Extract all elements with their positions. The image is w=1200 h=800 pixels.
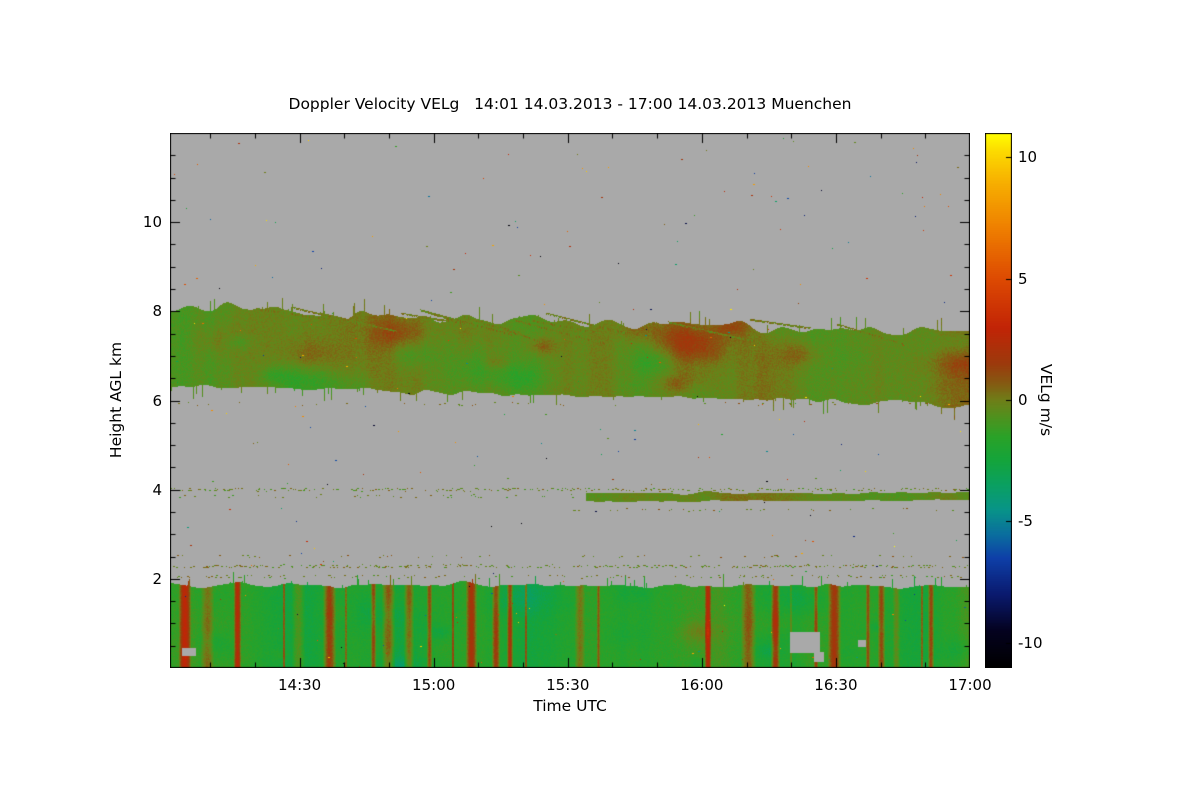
y-tick-label: 10 [142, 213, 162, 232]
colorbar-label: VELg m/s [1037, 363, 1055, 437]
y-tick-label: 4 [152, 480, 162, 499]
x-tick-label: 15:30 [546, 676, 590, 694]
colorbar-canvas [985, 133, 1012, 668]
colorbar-tick-label: -10 [1018, 633, 1043, 652]
x-tick-label: 14:30 [277, 676, 322, 694]
y-tick-label: 6 [152, 391, 162, 410]
colorbar-tick-label: 10 [1018, 148, 1038, 167]
y-tick-label: 2 [152, 569, 162, 588]
colorbar-tick-label: 0 [1018, 391, 1028, 409]
y-axis-label: Height AGL km [107, 341, 125, 459]
x-axis-label: Time UTC [533, 697, 607, 715]
x-tick-label: 17:00 [948, 676, 992, 694]
colorbar-tick-label: -5 [1018, 512, 1033, 531]
x-tick-label: 15:00 [412, 676, 456, 694]
chart-title: Doppler Velocity VELg 14:01 14.03.2013 -… [288, 95, 852, 113]
x-tick-label: 16:30 [814, 676, 858, 694]
colorbar-tick-label: 5 [1018, 269, 1028, 288]
heatmap-canvas [170, 133, 970, 668]
x-tick-label: 16:00 [680, 676, 724, 694]
y-tick-label: 8 [152, 302, 162, 321]
